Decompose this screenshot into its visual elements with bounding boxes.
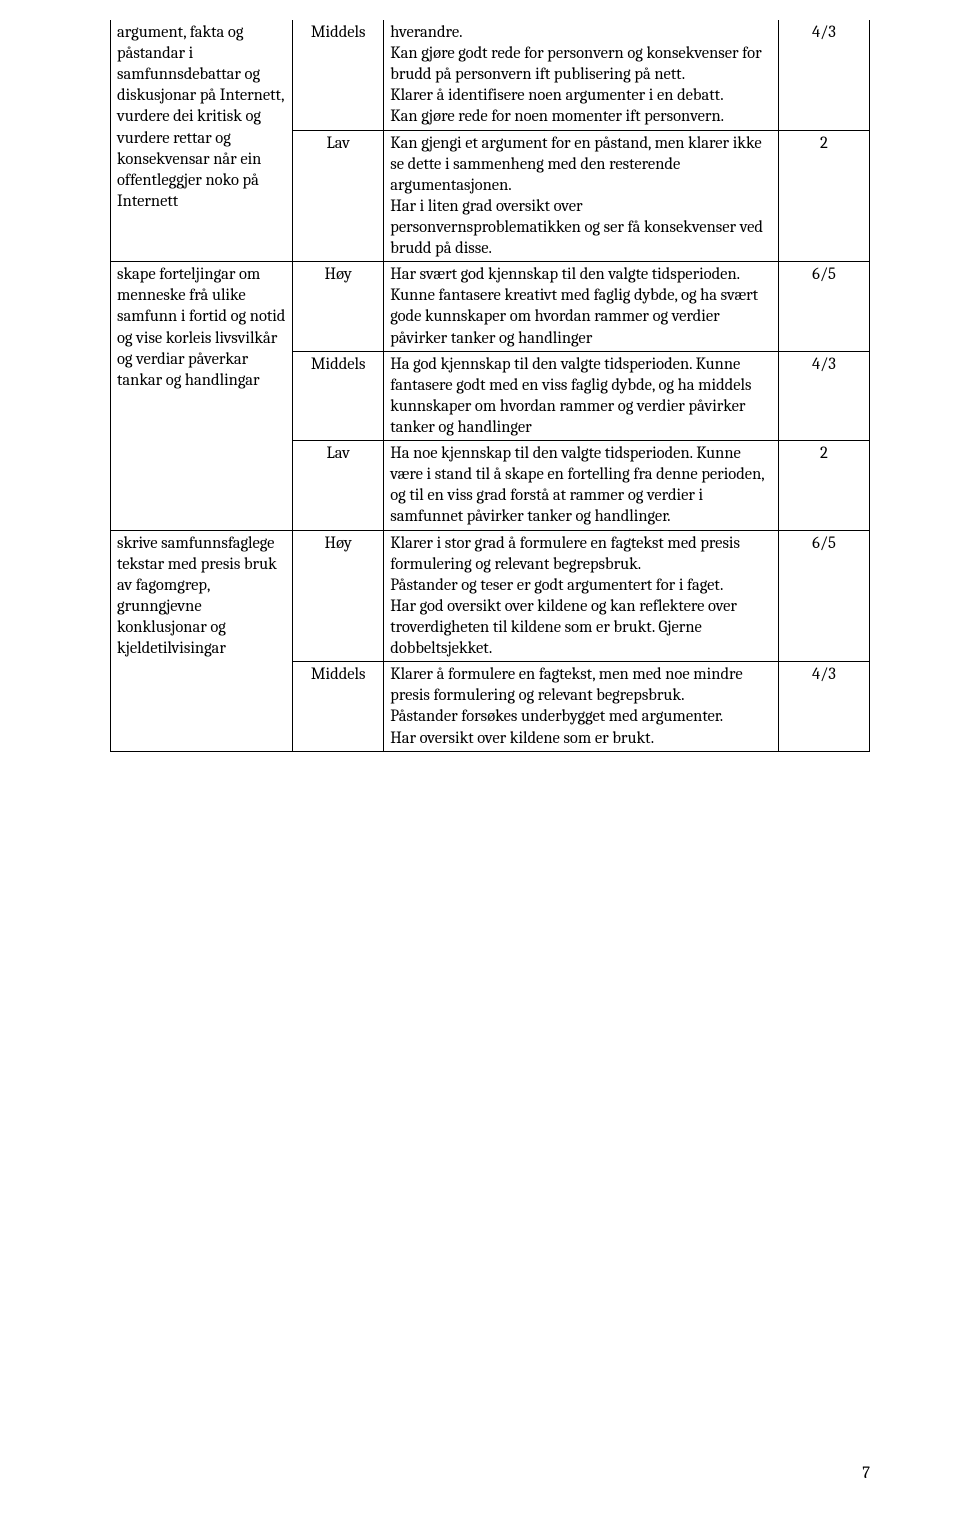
grade-cell: 2 (778, 130, 869, 262)
table-row: argument, fakta og påstandar i samfunnsd… (111, 20, 870, 130)
grade-cell: 6/5 (778, 262, 869, 351)
description-cell: Klarer i stor grad å formulere en fagtek… (384, 530, 779, 662)
level-cell: Middels (293, 20, 384, 130)
grade-cell: 4/3 (778, 662, 869, 751)
grade-cell: 4/3 (778, 20, 869, 130)
table-row: skape forteljingar om menneske frå ulike… (111, 262, 870, 351)
grade-cell: 4/3 (778, 351, 869, 440)
goal-cell: skrive samfunnsfaglege tekstar med presi… (111, 530, 293, 751)
goal-cell: skape forteljingar om menneske frå ulike… (111, 262, 293, 530)
grade-cell: 2 (778, 441, 869, 530)
description-cell: Klarer å formulere en fagtekst, men med … (384, 662, 779, 751)
description-cell: Ha noe kjennskap til den valgte tidsperi… (384, 441, 779, 530)
description-cell: hverandre.Kan gjøre godt rede for person… (384, 20, 779, 130)
grade-cell: 6/5 (778, 530, 869, 662)
description-cell: Ha god kjennskap til den valgte tidsperi… (384, 351, 779, 440)
page-number: 7 (862, 1464, 870, 1483)
level-cell: Middels (293, 351, 384, 440)
level-cell: Høy (293, 262, 384, 351)
level-cell: Høy (293, 530, 384, 662)
goal-cell: argument, fakta og påstandar i samfunnsd… (111, 20, 293, 262)
table-row: skrive samfunnsfaglege tekstar med presi… (111, 530, 870, 662)
level-cell: Lav (293, 130, 384, 262)
level-cell: Middels (293, 662, 384, 751)
description-cell: Har svært god kjennskap til den valgte t… (384, 262, 779, 351)
criteria-table: argument, fakta og påstandar i samfunnsd… (110, 20, 870, 752)
description-cell: Kan gjengi et argument for en påstand, m… (384, 130, 779, 262)
level-cell: Lav (293, 441, 384, 530)
